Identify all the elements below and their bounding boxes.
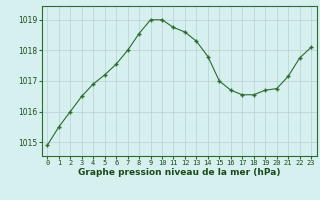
X-axis label: Graphe pression niveau de la mer (hPa): Graphe pression niveau de la mer (hPa) [78, 168, 280, 177]
